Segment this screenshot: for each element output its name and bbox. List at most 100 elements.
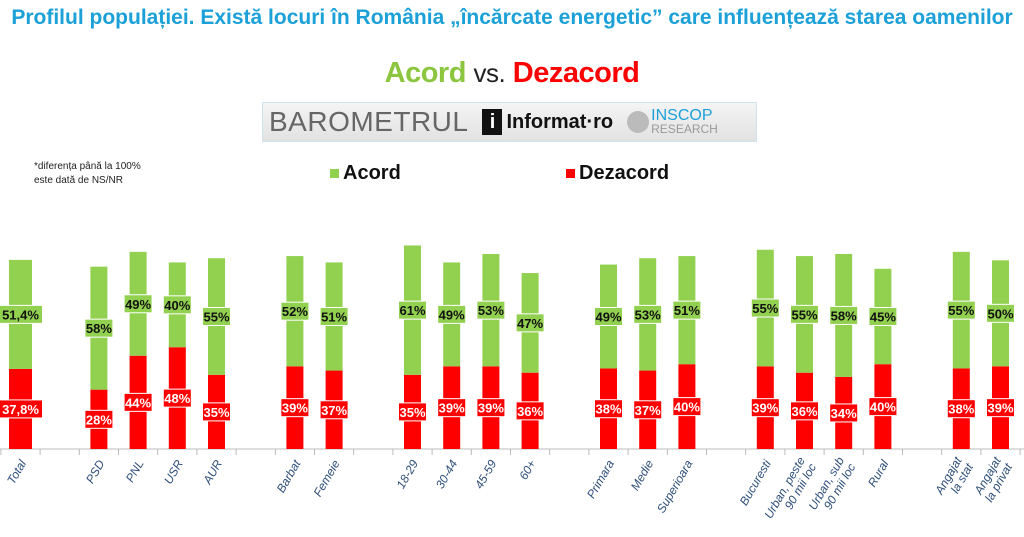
category-label: 30-44 xyxy=(433,457,461,491)
category-label: Superioara xyxy=(654,457,696,515)
data-label-dezacord: 35% xyxy=(203,405,229,420)
data-label-dezacord-box xyxy=(123,392,153,412)
data-label-dezacord: 39% xyxy=(439,401,465,416)
data-label-acord: 55% xyxy=(752,301,778,316)
legend-acord: Acord xyxy=(330,162,401,185)
data-label-dezacord-box xyxy=(515,401,545,421)
data-label-dezacord: 35% xyxy=(399,405,425,420)
data-label-acord-box xyxy=(515,313,545,333)
footnote-line: *diferența până la 100% xyxy=(34,161,141,172)
category-label: Femeie xyxy=(311,457,343,499)
data-label-dezacord: 36% xyxy=(791,404,817,419)
category-label: Barbat xyxy=(274,457,304,495)
data-label-acord-box xyxy=(437,304,467,324)
legend-swatch xyxy=(330,169,339,178)
legend-swatch xyxy=(566,169,575,178)
category-label: Total xyxy=(4,457,29,486)
subtitle-acord: Acord xyxy=(384,57,467,89)
legend-label: Dezacord xyxy=(579,162,670,184)
sponsor-logo-banner: BAROMETRUL i Informat·ro INSCOP RESEARCH xyxy=(262,102,757,142)
data-label-dezacord: 39% xyxy=(752,401,778,416)
informat-logo: i Informat·ro xyxy=(482,109,613,135)
data-label-dezacord-box xyxy=(986,398,1015,418)
data-label-acord: 53% xyxy=(478,303,504,318)
data-label-acord-box xyxy=(672,300,702,320)
data-label-dezacord: 37% xyxy=(635,403,661,418)
category-label: USR xyxy=(161,457,186,486)
data-label-acord: 40% xyxy=(164,298,190,313)
subtitle-dezacord: Dezacord xyxy=(512,57,640,89)
data-label-dezacord-box xyxy=(0,399,43,419)
subtitle-vs: vs. xyxy=(473,58,506,88)
data-label-acord: 51% xyxy=(321,310,347,325)
data-label-dezacord-box xyxy=(790,401,819,421)
data-label-acord-box xyxy=(829,305,859,325)
category-label: 45-59 xyxy=(472,457,500,491)
data-label-dezacord: 39% xyxy=(282,401,308,416)
data-label-acord-box xyxy=(202,307,231,326)
data-label-acord: 47% xyxy=(517,316,543,331)
data-label-acord-box xyxy=(986,303,1015,323)
data-label-dezacord: 36% xyxy=(517,404,543,419)
data-label-acord: 45% xyxy=(870,310,896,325)
data-label-dezacord-box xyxy=(319,400,349,420)
footnote-line: este dată de NS/NR xyxy=(34,175,123,186)
barometrul-logo: BAROMETRUL xyxy=(269,106,469,137)
data-label-dezacord: 37,8% xyxy=(2,402,39,417)
category-label: Rural xyxy=(865,457,892,489)
data-label-dezacord: 34% xyxy=(831,406,857,421)
category-label: Angajatla stat xyxy=(932,454,977,504)
research-text: RESEARCH xyxy=(651,122,718,136)
data-label-dezacord-box xyxy=(633,400,663,420)
data-label-dezacord: 37% xyxy=(321,403,347,418)
informat-mark: i xyxy=(482,109,503,135)
data-label-dezacord: 44% xyxy=(125,395,151,410)
data-label-acord-box xyxy=(398,300,427,320)
category-label: 18-29 xyxy=(394,457,422,491)
data-label-acord: 50% xyxy=(987,306,1013,321)
category-label: 60+ xyxy=(516,458,538,483)
data-label-acord-box xyxy=(476,300,506,320)
data-label-acord-box xyxy=(123,294,153,314)
data-label-dezacord-box xyxy=(476,398,506,418)
data-label-acord-box xyxy=(84,318,114,338)
data-label-acord-box xyxy=(868,307,898,326)
data-label-dezacord-box xyxy=(437,398,467,418)
legend-dezacord: Dezacord xyxy=(566,162,669,185)
data-label-dezacord-box xyxy=(829,403,859,423)
category-label: PSD xyxy=(83,457,108,486)
data-label-dezacord-box xyxy=(280,398,310,418)
data-label-dezacord-box xyxy=(162,388,192,408)
data-label-acord: 58% xyxy=(86,321,112,336)
informat-text: Informat·ro xyxy=(506,110,614,133)
data-label-acord: 49% xyxy=(595,310,621,325)
data-label-dezacord: 38% xyxy=(595,402,621,417)
category-label: PNL xyxy=(123,458,147,485)
data-label-dezacord-box xyxy=(202,402,231,422)
data-label-acord: 58% xyxy=(831,308,857,323)
data-label-acord: 53% xyxy=(635,307,661,322)
data-label-acord-box xyxy=(750,298,780,318)
category-label: Primara xyxy=(584,457,617,501)
data-label-dezacord-box xyxy=(750,398,780,418)
data-label-acord-box xyxy=(319,307,349,326)
data-label-dezacord: 40% xyxy=(870,400,896,415)
inscop-circle-icon xyxy=(627,111,650,133)
category-label: AUR xyxy=(200,457,225,487)
data-label-acord-box xyxy=(633,304,663,324)
data-label-acord: 51,4% xyxy=(2,307,39,322)
data-label-acord: 55% xyxy=(203,310,229,325)
inscop-text: INSCOP xyxy=(651,107,713,124)
data-label-acord: 49% xyxy=(125,297,151,312)
data-label-dezacord-box xyxy=(946,399,976,419)
data-label-acord-box xyxy=(790,304,819,324)
data-label-dezacord: 39% xyxy=(478,401,504,416)
category-label: Angajatla privat xyxy=(971,454,1016,504)
data-label-acord: 51% xyxy=(674,303,700,318)
data-label-acord-box xyxy=(0,304,43,324)
data-label-dezacord-box xyxy=(594,399,623,419)
data-label-acord-box xyxy=(946,300,976,320)
data-label-acord: 52% xyxy=(282,304,308,319)
data-label-dezacord-box xyxy=(84,409,114,429)
